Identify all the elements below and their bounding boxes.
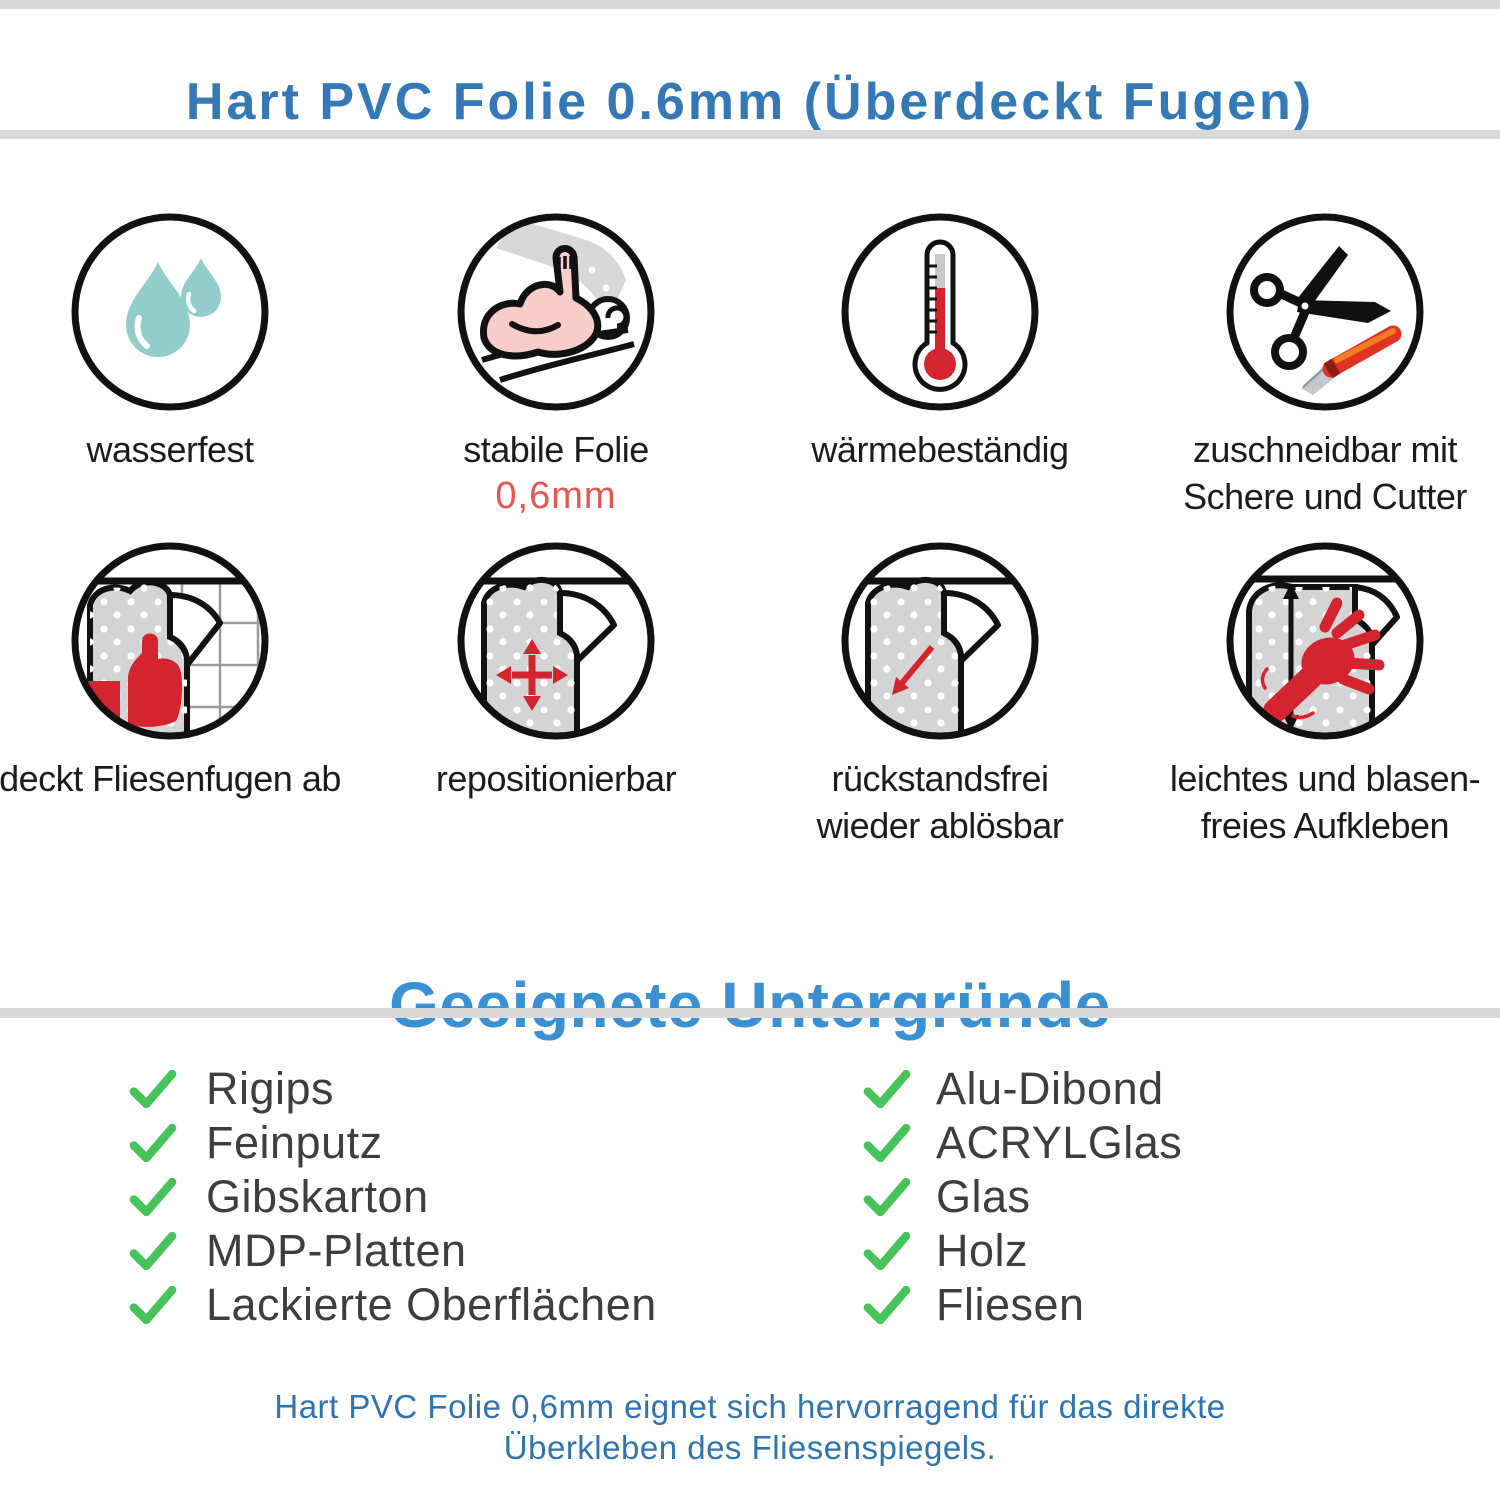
feature-label-line2: Schere und Cutter	[1183, 476, 1467, 517]
feature-repositionierbar: repositionierbar	[356, 541, 756, 802]
check-icon	[129, 1069, 177, 1109]
list-item: Rigips	[128, 1062, 657, 1116]
feature-label-line2: wieder ablösbar	[816, 805, 1064, 846]
surface-label: Lackierte Oberflächen	[206, 1279, 657, 1330]
surface-label: Holz	[936, 1225, 1029, 1276]
check-icon	[863, 1285, 911, 1325]
surface-label: Rigips	[206, 1063, 335, 1114]
feature-zuschneidbar: zuschneidbar mit Schere und Cutter	[1125, 212, 1500, 520]
surface-list-right: Alu-Dibond ACRYLGlas Glas Holz Fliesen	[862, 1062, 1182, 1332]
check-icon	[863, 1123, 911, 1163]
feature-deckt-fliesenfugen: deckt Fliesenfugen ab	[0, 541, 370, 802]
list-item: Glas	[862, 1170, 1182, 1224]
check-icon	[863, 1231, 911, 1271]
feature-blasenfreies-aufkleben: leichtes und blasen- freies Aufkleben	[1125, 541, 1500, 849]
feature-waermebestaendig: wärmebeständig	[740, 212, 1140, 473]
feature-wasserfest: wasserfest	[0, 212, 370, 473]
check-icon	[129, 1231, 177, 1271]
feature-label: rückstandsfrei	[831, 758, 1049, 799]
section-heading: Geeignete Untergründe	[389, 969, 1111, 1042]
move-arrows-foil-icon	[456, 541, 656, 741]
surface-list-left: Rigips Feinputz Gibskarton MDP-Platten L…	[128, 1062, 657, 1332]
list-item: ACRYLGlas	[862, 1116, 1182, 1170]
feature-label: wasserfest	[86, 429, 254, 470]
feature-label-line2: freies Aufkleben	[1200, 805, 1450, 846]
surface-label: Glas	[936, 1171, 1031, 1222]
list-item: Lackierte Oberflächen	[128, 1278, 657, 1332]
surface-label: Fliesen	[936, 1279, 1085, 1330]
check-icon	[129, 1177, 177, 1217]
thumb-up-tiles-icon	[70, 541, 270, 741]
scissors-cutter-icon	[1225, 212, 1425, 412]
thermometer-icon	[840, 212, 1040, 412]
list-item: Holz	[862, 1224, 1182, 1278]
list-item: Gibskarton	[128, 1170, 657, 1224]
list-item: MDP-Platten	[128, 1224, 657, 1278]
surface-label: ACRYLGlas	[936, 1117, 1183, 1168]
feature-label: zuschneidbar mit	[1192, 429, 1458, 470]
page-title: Hart PVC Folie 0.6mm (Überdeckt Fugen)	[185, 72, 1315, 131]
list-item: Alu-Dibond	[862, 1062, 1182, 1116]
peel-off-arrow-icon	[840, 541, 1040, 741]
top-divider	[0, 0, 1500, 9]
title-divider	[0, 130, 1500, 139]
surface-label: Alu-Dibond	[936, 1063, 1164, 1114]
list-item: Feinputz	[128, 1116, 657, 1170]
check-icon	[129, 1285, 177, 1325]
water-drops-icon	[70, 212, 270, 412]
surface-label: Feinputz	[206, 1117, 383, 1168]
feature-label: wärmebeständig	[811, 429, 1069, 470]
hand-smooth-foil-icon	[1225, 541, 1425, 741]
feature-label: stabile Folie	[463, 429, 649, 470]
check-icon	[863, 1177, 911, 1217]
footer-line1: Hart PVC Folie 0,6mm eignet sich hervorr…	[274, 1388, 1226, 1425]
section-divider	[0, 1008, 1500, 1018]
check-icon	[129, 1123, 177, 1163]
surface-label: Gibskarton	[206, 1171, 429, 1222]
check-icon	[863, 1069, 911, 1109]
feature-rueckstandsfrei: rückstandsfrei wieder ablösbar	[740, 541, 1140, 849]
muscle-foil-icon	[456, 212, 656, 412]
surface-label: MDP-Platten	[206, 1225, 467, 1276]
list-item: Fliesen	[862, 1278, 1182, 1332]
feature-label: leichtes und blasen-	[1169, 758, 1481, 799]
footer-line2: Überkleben des Fliesenspiegels.	[503, 1429, 997, 1466]
feature-label: repositionierbar	[435, 758, 677, 799]
feature-stabile-folie: stabile Folie 0,6mm	[356, 212, 756, 519]
feature-sublabel: 0,6mm	[495, 475, 617, 517]
feature-label: deckt Fliesenfugen ab	[0, 758, 341, 799]
footer-note: Hart PVC Folie 0,6mm eignet sich hervorr…	[0, 1386, 1500, 1468]
